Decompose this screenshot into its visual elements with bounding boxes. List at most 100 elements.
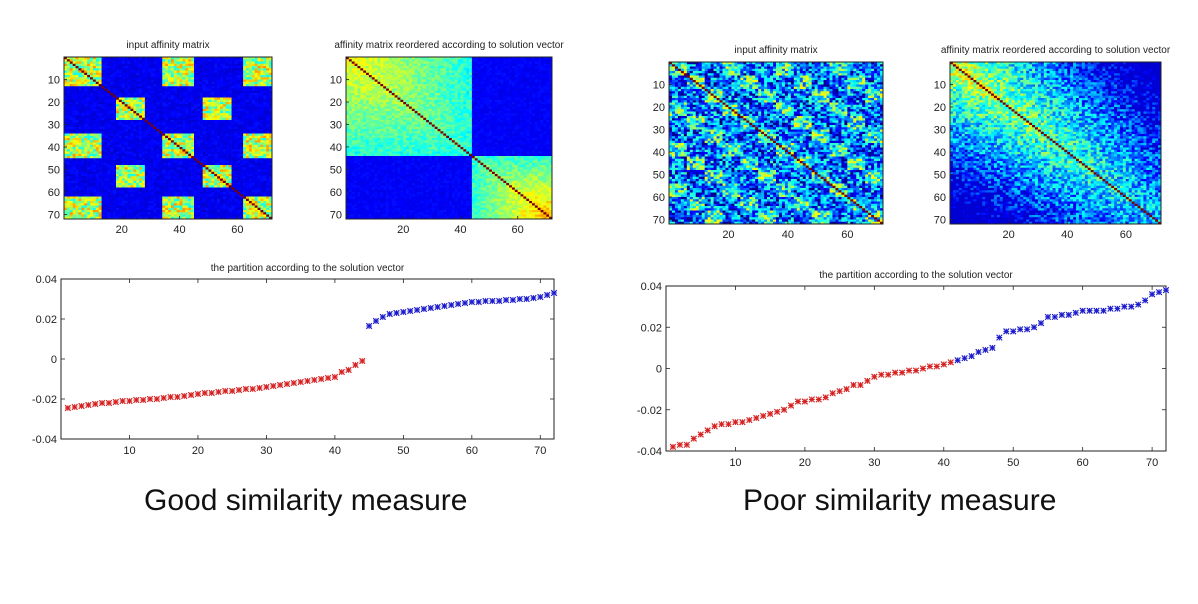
heatmap-cell (75, 158, 79, 161)
heatmap-cell (188, 129, 192, 132)
heatmap-cell (170, 66, 175, 69)
heatmap-cell (95, 59, 99, 62)
heatmap-cell (211, 104, 215, 107)
heatmap-cell (266, 57, 270, 60)
heatmap-cell (173, 138, 177, 141)
heatmap-cell (266, 151, 270, 155)
heatmap-cell (95, 70, 99, 74)
heatmap-cell (168, 93, 172, 96)
heatmap-cell (147, 149, 151, 152)
heatmap-cell (136, 81, 140, 85)
heatmap-cell (113, 70, 117, 74)
heatmap-cell (72, 99, 76, 103)
heatmap-cell (144, 185, 149, 188)
heatmap-cell (246, 95, 250, 98)
heatmap-cell (179, 196, 183, 200)
heatmap-cell (202, 207, 206, 211)
heatmap-cell (237, 57, 241, 60)
heatmap-cell (185, 174, 189, 177)
heatmap-cell (269, 86, 273, 89)
heatmap-cell (231, 99, 235, 103)
heatmap-cell (240, 77, 244, 80)
heatmap-cell (72, 81, 76, 85)
heatmap-cell (211, 79, 215, 83)
heatmap-cell (185, 75, 189, 78)
heatmap-cell (75, 77, 79, 80)
heatmap-cell (69, 115, 73, 119)
heatmap-cell (251, 102, 255, 105)
heatmap-cell (217, 160, 221, 164)
heatmap-cell (205, 187, 209, 191)
heatmap-cell (84, 185, 88, 188)
heatmap-cell (217, 133, 221, 137)
heatmap-cell (237, 171, 241, 175)
heatmap-cell (95, 205, 99, 209)
heatmap-cell (104, 77, 108, 80)
heatmap-cell (110, 68, 114, 71)
heatmap-cell (257, 174, 261, 177)
heatmap-cell (95, 75, 99, 78)
heatmap-cell (144, 183, 149, 186)
heatmap-cell (266, 102, 270, 105)
heatmap-cell (220, 70, 224, 74)
heatmap-cell (254, 210, 258, 213)
heatmap-cell (254, 133, 258, 137)
heatmap-cell (162, 131, 166, 134)
heatmap-cell (84, 187, 88, 191)
heatmap-cell (130, 111, 134, 114)
heatmap-cell (121, 120, 125, 123)
heatmap-cell (84, 178, 88, 182)
heatmap-cell (170, 68, 175, 71)
heatmap-cell (78, 61, 82, 65)
heatmap-cell (185, 142, 189, 146)
heatmap-cell (130, 158, 134, 161)
heatmap-cell (165, 203, 169, 206)
heatmap-cell (113, 66, 117, 69)
heatmap-cell (246, 174, 250, 177)
heatmap-cell (72, 142, 76, 146)
heatmap-cell (118, 129, 123, 132)
heatmap-cell (176, 171, 180, 175)
heatmap-cell (194, 111, 198, 114)
heatmap-cell (153, 142, 157, 146)
heatmap-cell (246, 124, 250, 128)
heatmap-cell (124, 149, 128, 152)
heatmap-cell (179, 70, 183, 74)
heatmap-cell (168, 99, 172, 103)
heatmap-cell (240, 158, 244, 161)
heatmap-cell (260, 70, 264, 74)
heatmap-cell (185, 70, 189, 74)
heatmap-cell (254, 66, 258, 69)
heatmap-cell (217, 142, 221, 146)
heatmap-cell (162, 113, 166, 116)
heatmap-cell (142, 192, 146, 195)
heatmap-cell (118, 75, 123, 78)
heatmap-cell (185, 167, 189, 170)
heatmap-cell (243, 176, 247, 179)
heatmap-cell (116, 90, 120, 94)
heatmap-cell (107, 180, 111, 184)
heatmap-cell (240, 149, 244, 152)
heatmap-cell (78, 57, 82, 60)
heatmap-cell (243, 140, 247, 143)
heatmap-cell (225, 142, 229, 146)
heatmap-cell (150, 151, 154, 155)
heatmap-cell (95, 178, 99, 182)
heatmap-cell (266, 162, 270, 166)
heatmap-cell (237, 111, 241, 114)
heatmap-cell (69, 183, 73, 186)
heatmap-cell (182, 162, 186, 166)
heatmap-cell (104, 210, 108, 213)
heatmap-cell (64, 183, 68, 186)
heatmap-cell (269, 77, 273, 80)
heatmap-cell (266, 104, 270, 107)
heatmap-cell (110, 138, 114, 141)
heatmap-cell (130, 120, 134, 123)
heatmap-cell (248, 149, 253, 152)
heatmap-cell (248, 171, 253, 175)
heatmap-cell (208, 108, 212, 112)
heatmap-cell (107, 167, 111, 170)
heatmap-cell (176, 142, 180, 146)
heatmap-cell (222, 156, 227, 159)
heatmap-cell (159, 124, 163, 128)
